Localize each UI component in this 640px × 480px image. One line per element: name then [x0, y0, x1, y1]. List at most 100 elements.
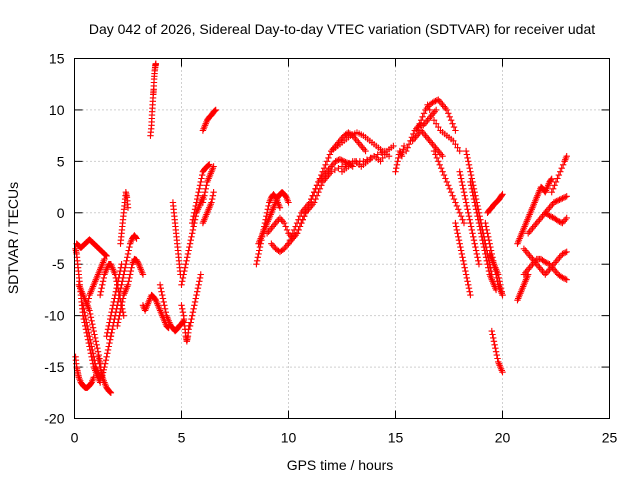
data-point: [460, 189, 468, 196]
y-tick-label: -10: [44, 308, 64, 324]
data-point: [424, 101, 431, 108]
series-arc-38: [456, 168, 483, 268]
data-point: [122, 261, 130, 268]
data-point: [117, 305, 125, 312]
data-point: [97, 288, 105, 295]
data-point: [449, 192, 456, 199]
data-point: [296, 223, 304, 230]
series-arc-07: [94, 353, 115, 396]
data-point: [199, 199, 207, 206]
data-point: [562, 275, 569, 283]
data-point: [116, 309, 124, 316]
data-point: [109, 326, 116, 333]
data-point: [469, 189, 476, 196]
data-point: [419, 113, 426, 120]
data-point: [458, 178, 466, 186]
data-point: [456, 240, 463, 247]
data-point: [118, 302, 125, 309]
data-point: [470, 237, 478, 244]
data-point: [124, 250, 132, 258]
data-point: [116, 312, 123, 319]
data-point: [459, 254, 466, 261]
data-point: [399, 149, 406, 156]
y-tick-labels: -20 -15 -10 -5 0 5 10 15: [44, 51, 64, 427]
data-point: [475, 261, 483, 268]
series-arc-17: [178, 194, 207, 288]
data-point: [96, 360, 103, 367]
series-arc-36: [424, 101, 463, 155]
data-point: [192, 202, 199, 210]
data-point: [338, 156, 345, 164]
series-arc-21: [199, 106, 219, 134]
x-axis-label: GPS time / hours: [287, 457, 394, 473]
data-point: [465, 281, 472, 288]
data-point: [493, 351, 500, 359]
data-point: [133, 256, 140, 264]
data-point: [459, 216, 466, 223]
series-arc-48: [520, 245, 570, 278]
data-point: [489, 331, 496, 338]
data-point: [185, 247, 192, 254]
data-point: [93, 341, 100, 348]
data-point: [204, 162, 212, 170]
data-point: [85, 295, 92, 302]
data-point: [437, 165, 445, 172]
data-point: [466, 165, 473, 172]
x-tick-label: 15: [388, 430, 404, 446]
data-point: [464, 154, 471, 162]
data-point: [462, 267, 469, 275]
data-point: [464, 278, 471, 285]
data-point: [403, 147, 410, 155]
data-point: [191, 302, 198, 309]
data-point: [459, 182, 466, 189]
data-point: [478, 233, 486, 240]
data-point: [499, 191, 506, 198]
series-arc-32: [403, 106, 440, 155]
series-arc-15: [156, 281, 187, 335]
data-point: [179, 309, 187, 316]
data-point: [462, 199, 470, 206]
data-point: [405, 141, 413, 148]
y-tick-label: 10: [49, 102, 65, 118]
series-arc-37: [452, 219, 474, 299]
data-point: [200, 195, 207, 203]
data-point: [558, 165, 565, 172]
data-point: [482, 223, 490, 230]
data-point: [190, 223, 197, 230]
data-point: [323, 158, 331, 165]
data-point: [84, 302, 91, 309]
data-point: [201, 189, 209, 196]
data-point: [211, 107, 219, 114]
data-point: [339, 157, 346, 164]
data-point: [552, 178, 560, 186]
data-point: [186, 240, 194, 247]
data-point: [194, 192, 202, 199]
data-point: [333, 157, 341, 164]
data-point: [465, 161, 473, 168]
data-point: [106, 336, 114, 343]
data-point: [563, 193, 570, 200]
data-point: [105, 343, 112, 350]
data-point: [433, 97, 441, 104]
data-point: [435, 123, 442, 131]
data-point: [481, 247, 488, 254]
data-point: [282, 223, 289, 230]
data-point: [393, 161, 401, 168]
data-point: [161, 305, 169, 312]
data-point: [320, 165, 328, 172]
data-point: [299, 216, 306, 223]
data-point: [456, 147, 463, 155]
data-point: [492, 348, 500, 355]
data-point: [151, 295, 159, 303]
data-point: [460, 185, 467, 192]
data-point: [310, 199, 318, 206]
data-point: [326, 151, 334, 158]
data-point: [114, 319, 122, 326]
data-point: [193, 199, 200, 206]
data-point: [198, 175, 205, 182]
series-arc-51: [548, 153, 570, 196]
data-point: [487, 243, 494, 251]
data-point: [551, 182, 558, 189]
data-point: [210, 189, 217, 196]
data-point: [374, 151, 381, 158]
